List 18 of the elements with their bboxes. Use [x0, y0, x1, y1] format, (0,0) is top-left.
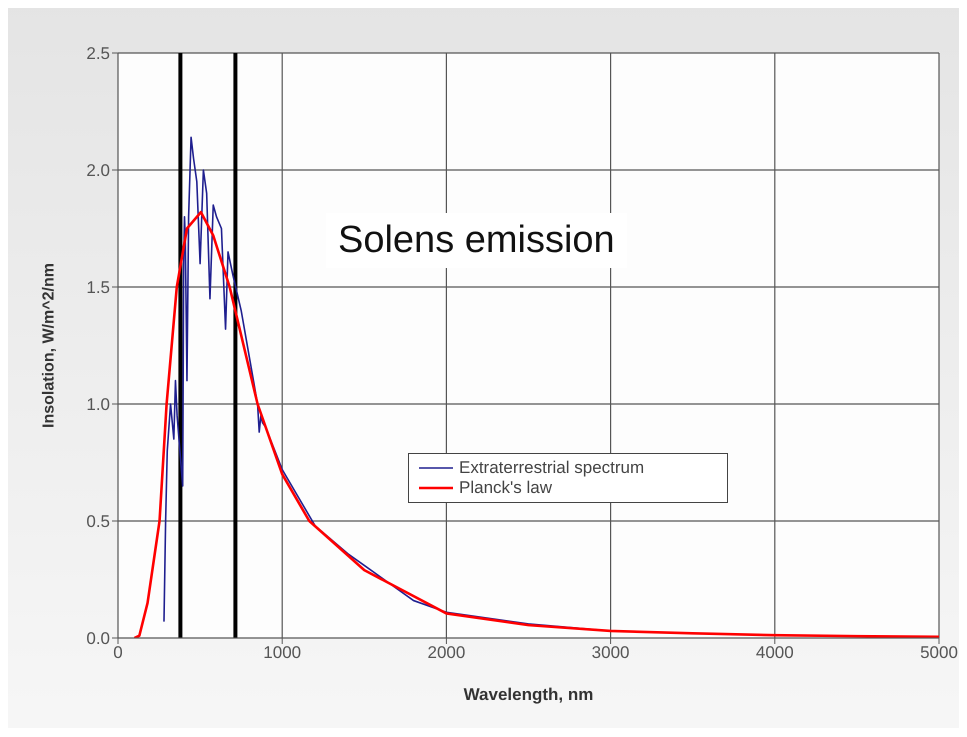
y-tick-label: 1.0: [86, 395, 110, 414]
legend-label: Planck's law: [459, 478, 552, 498]
y-tick-label: 2.0: [86, 161, 110, 180]
y-tick-label: 1.5: [86, 278, 110, 298]
legend-label: Extraterrestrial spectrum: [459, 458, 644, 478]
x-axis-title: Wavelength, nm: [464, 685, 594, 704]
x-tick-label: 0: [113, 643, 123, 662]
annotation: Solens emission: [326, 213, 627, 268]
y-tick-label: 2.5: [86, 44, 110, 64]
line-series: [133, 210, 939, 638]
x-tick-label: 5000: [920, 643, 958, 662]
x-tick-label: 3000: [592, 643, 630, 662]
x-tick-label: 1000: [263, 643, 302, 662]
y-tick-label: 0.5: [86, 512, 110, 532]
y-tick-label: 0.0: [86, 629, 110, 648]
x-tick-label: 4000: [756, 643, 794, 662]
y-axis-title: Insolation, W/m^2/nm: [40, 263, 58, 428]
x-tick-label: 2000: [427, 643, 466, 662]
